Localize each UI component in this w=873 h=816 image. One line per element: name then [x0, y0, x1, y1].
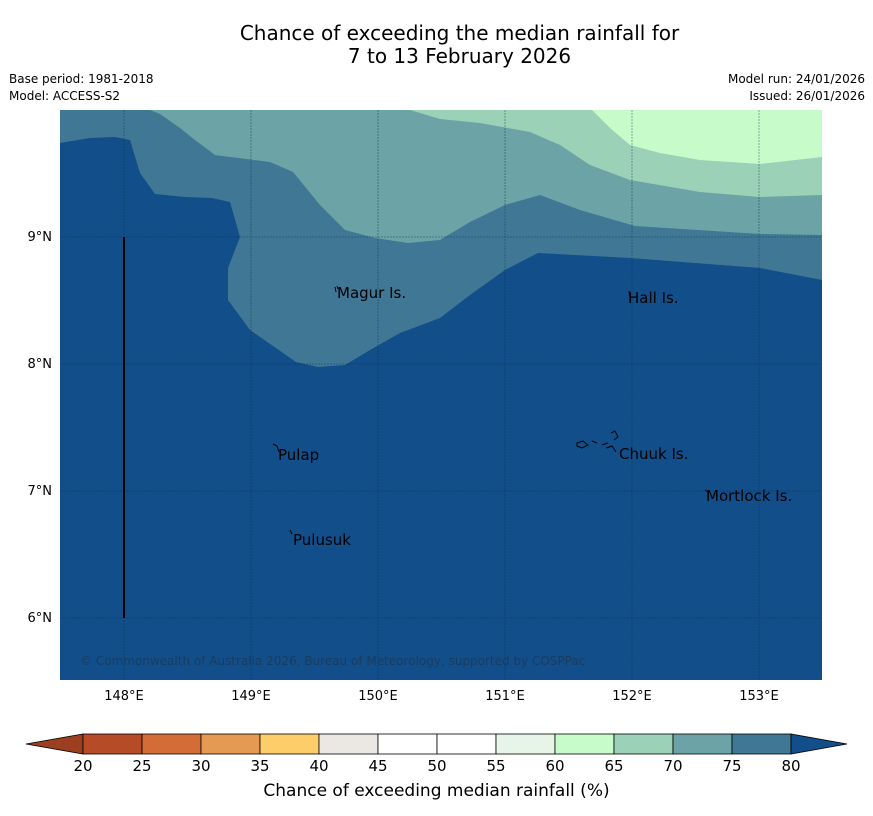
- meta-right: Model run: 24/01/2026 Issued: 26/01/2026: [728, 71, 865, 105]
- chart-title: Chance of exceeding the median rainfall …: [0, 22, 873, 68]
- colorbar-tick-35: 35: [250, 757, 269, 775]
- colorbar-ticks: 20 25 30 35 40 45 50 55 60 65 70 75 80: [73, 757, 800, 775]
- island-outlines: [272, 285, 710, 535]
- lat-tick-8n: 8°N: [28, 357, 53, 372]
- colorbar-tick-50: 50: [427, 757, 446, 775]
- colorbar-tick-45: 45: [368, 757, 387, 775]
- title-line-1: Chance of exceeding the median rainfall …: [239, 21, 680, 45]
- colorbar-segment-50-55: [436, 733, 497, 755]
- lon-tick-149e: 149°E: [231, 689, 271, 704]
- model-run: Model run: 24/01/2026: [727, 72, 865, 86]
- colorbar-tick-70: 70: [663, 757, 682, 775]
- place-pulusuk: Pulusuk: [293, 531, 351, 549]
- lat-tick-6n: 6°N: [28, 611, 53, 626]
- title-line-2: 7 to 13 February 2026: [347, 44, 572, 68]
- colorbar-segment-60-65: [554, 733, 615, 755]
- colorbar-segment-20-25: [82, 733, 143, 755]
- colorbar-tick-40: 40: [309, 757, 328, 775]
- base-period: Base period: 1981-2018: [9, 72, 154, 86]
- graticule: [60, 110, 822, 680]
- place-pulap: Pulap: [278, 446, 319, 464]
- colorbar-tick-75: 75: [722, 757, 741, 775]
- colorbar-tick-25: 25: [132, 757, 151, 775]
- colorbar-segment-55-60: [495, 733, 556, 755]
- colorbar-segment-30-35: [200, 733, 261, 755]
- lon-axis: 148°E 149°E 150°E 151°E 152°E 153°E: [104, 689, 779, 704]
- lon-tick-153e: 153°E: [739, 689, 779, 704]
- colorbar-segment-35-40: [259, 733, 320, 755]
- lat-tick-9n: 9°N: [28, 230, 53, 245]
- lon-tick-151e: 151°E: [485, 689, 525, 704]
- colorbar-extend-high: [790, 733, 848, 755]
- colorbar-tick-65: 65: [604, 757, 623, 775]
- colorbar-segment-45-50: [377, 733, 438, 755]
- colorbar-tick-55: 55: [486, 757, 505, 775]
- zone-60: [592, 110, 822, 164]
- place-mortlock: Mortlock Is.: [706, 487, 792, 505]
- colorbar: [25, 733, 848, 755]
- colorbar-tick-80: 80: [781, 757, 800, 775]
- colorbar-tick-20: 20: [73, 757, 92, 775]
- probability-zones: [60, 110, 822, 680]
- place-chuuk: Chuuk Is.: [619, 445, 688, 463]
- colorbar-segment-65-70: [613, 733, 674, 755]
- issued-date: Issued: 26/01/2026: [749, 89, 865, 103]
- lon-tick-150e: 150°E: [358, 689, 398, 704]
- lat-tick-7n: 7°N: [28, 484, 53, 499]
- place-hall: Hall Is.: [628, 289, 679, 307]
- lon-tick-152e: 152°E: [612, 689, 652, 704]
- lon-tick-148e: 148°E: [104, 689, 144, 704]
- meta-left: Base period: 1981-2018 Model: ACCESS-S2: [9, 71, 154, 105]
- colorbar-segment-75-80: [731, 733, 792, 755]
- colorbar-label: Chance of exceeding median rainfall (%): [263, 781, 610, 801]
- colorbar-tick-30: 30: [191, 757, 210, 775]
- model-name: Model: ACCESS-S2: [9, 89, 121, 103]
- colorbar-segment-40-45: [318, 733, 379, 755]
- place-labels: Magur Is. Hall Is. Pulap Chuuk Is. Mortl…: [278, 284, 792, 549]
- colorbar-segment-70-75: [672, 733, 733, 755]
- place-magur: Magur Is.: [337, 284, 406, 302]
- lat-axis: 9°N 8°N 7°N 6°N: [28, 230, 53, 626]
- colorbar-segment-25-30: [141, 733, 202, 755]
- colorbar-extend-low: [25, 733, 84, 755]
- copyright-notice: © Commonwealth of Australia 2026, Bureau…: [80, 654, 585, 668]
- colorbar-tick-60: 60: [545, 757, 564, 775]
